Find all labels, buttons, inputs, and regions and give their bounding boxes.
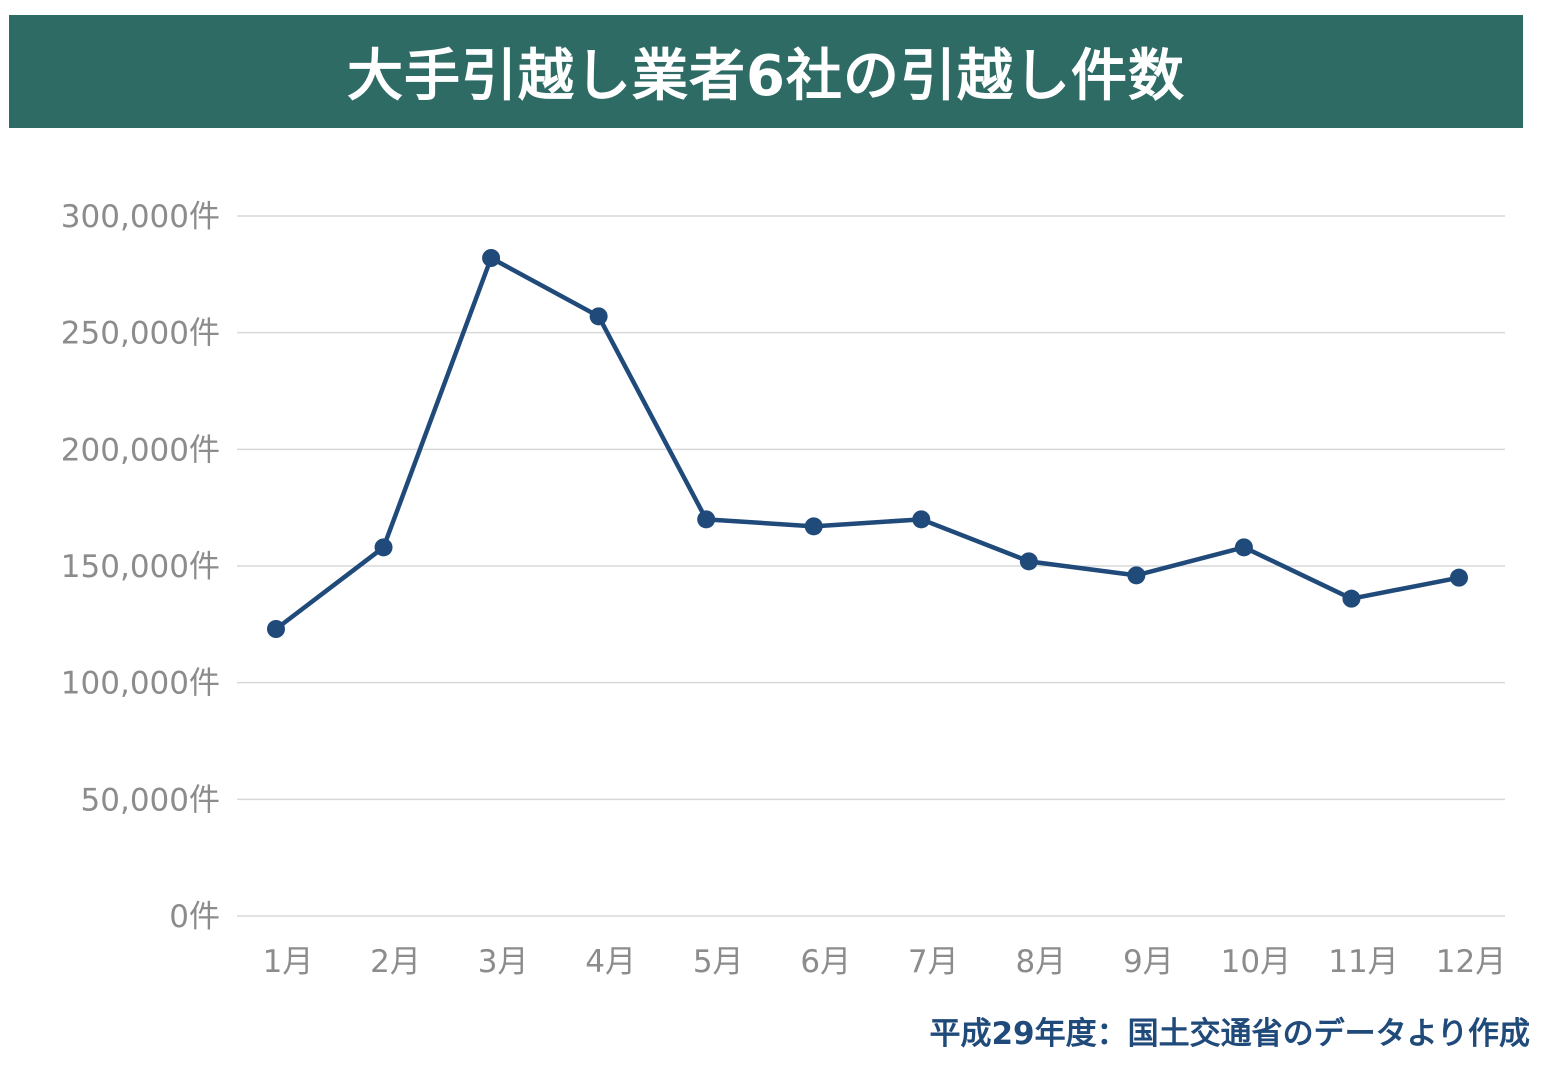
data-point [374, 538, 393, 557]
source-note: 平成29年度：国土交通省のデータより作成 [929, 1016, 1530, 1052]
series-line [273, 255, 1462, 632]
data-point [1450, 568, 1468, 587]
x-tick-label: 1月 [263, 944, 314, 980]
data-point [697, 510, 716, 529]
x-tick-label: 7月 [908, 944, 959, 980]
y-tick-label: 150,000件 [61, 549, 220, 585]
chart-title: 大手引越し業者6社の引越し件数 [347, 44, 1185, 109]
data-point [804, 517, 823, 536]
data-point [1342, 589, 1361, 608]
x-tick-label: 6月 [800, 944, 851, 980]
x-tick-label: 12月 [1436, 944, 1506, 980]
y-tick-label: 0件 [169, 899, 220, 935]
y-tick-label: 300,000件 [61, 199, 220, 235]
y-tick-label: 50,000件 [81, 782, 220, 818]
data-point [1234, 538, 1253, 557]
data-point [267, 620, 285, 638]
x-tick-label: 10月 [1221, 944, 1291, 980]
data-point [912, 510, 931, 529]
data-point [1127, 566, 1146, 585]
x-tick-label: 2月 [370, 944, 421, 980]
x-tick-label: 3月 [478, 944, 529, 980]
y-tick-label: 250,000件 [61, 316, 220, 352]
title-banner: 大手引越し業者6社の引越し件数 [9, 15, 1523, 128]
data-point [482, 249, 501, 267]
y-tick-label: 200,000件 [61, 432, 220, 468]
data-point [589, 307, 608, 326]
x-tick-label: 9月 [1123, 944, 1174, 980]
x-tick-label: 5月 [693, 944, 744, 980]
data-point [1019, 552, 1038, 571]
x-tick-label: 8月 [1015, 944, 1066, 980]
x-tick-label: 4月 [585, 944, 636, 980]
x-tick-label: 11月 [1328, 944, 1398, 980]
y-tick-label: 100,000件 [61, 666, 220, 702]
